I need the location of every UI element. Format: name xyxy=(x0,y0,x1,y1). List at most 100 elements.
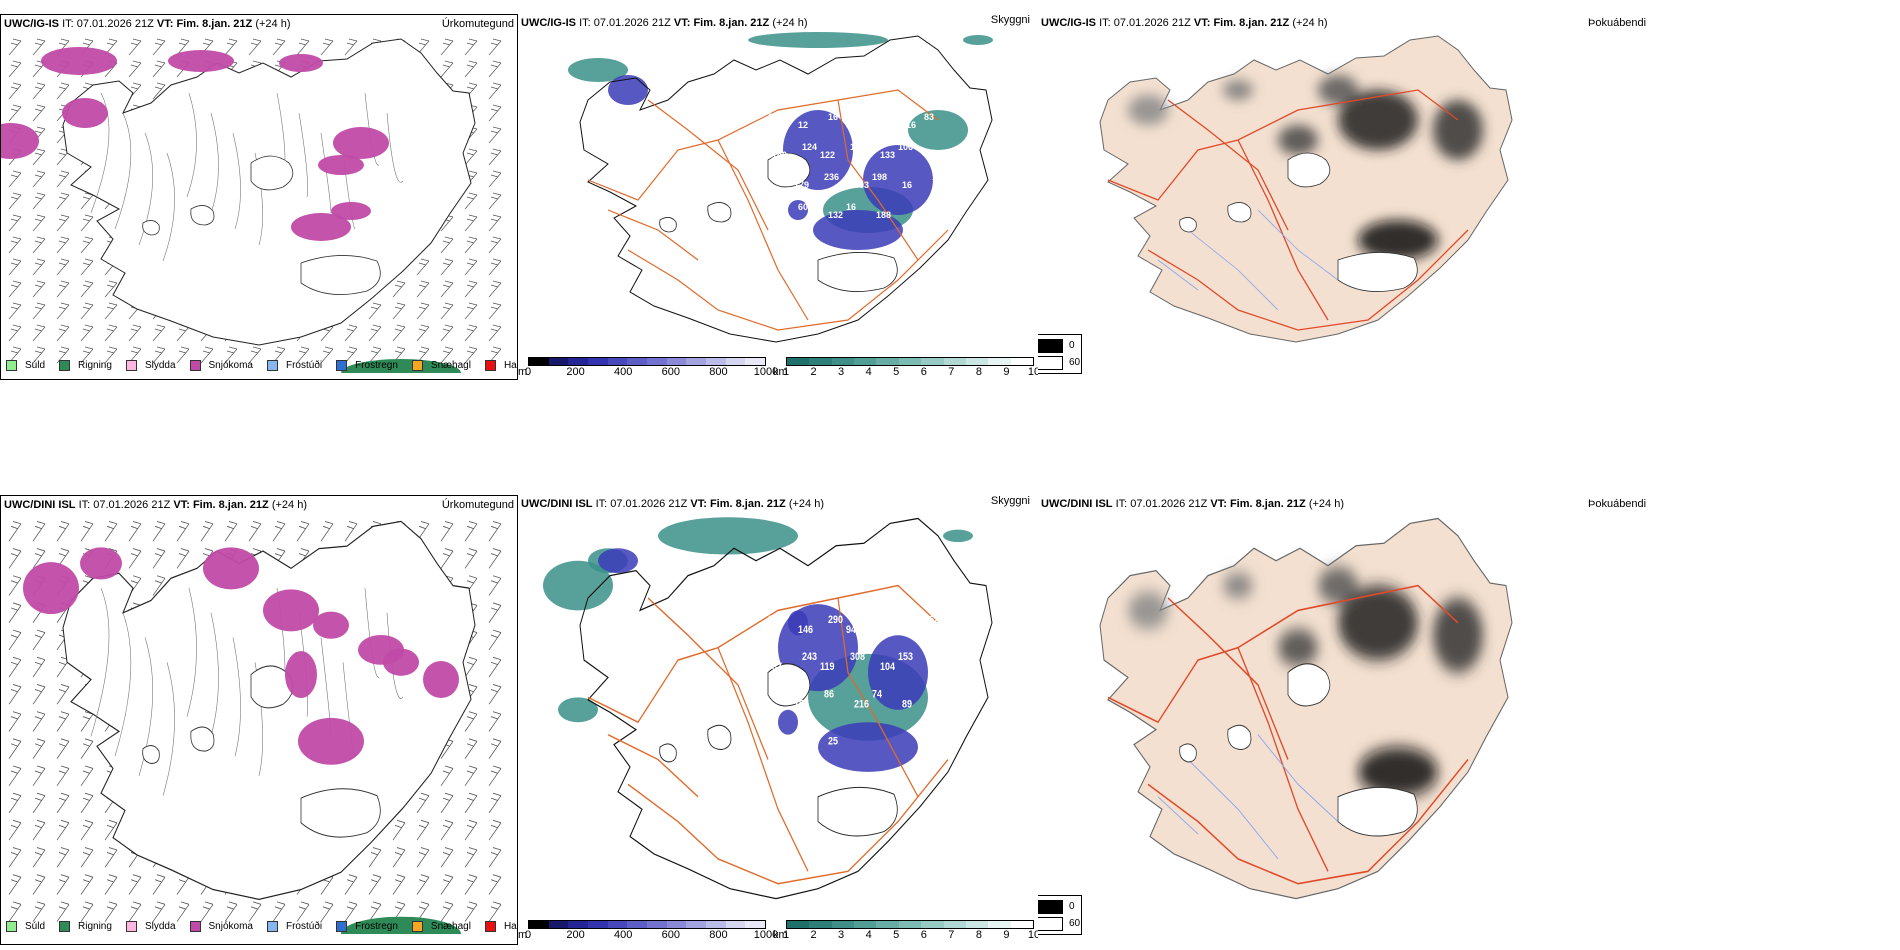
wind-barb xyxy=(104,847,118,868)
legend-swatch xyxy=(266,360,278,371)
wind-barb xyxy=(80,324,94,342)
visibility-unit: km xyxy=(773,366,788,378)
visibility-number: 12 xyxy=(768,210,778,220)
colorbar-segment xyxy=(854,921,877,928)
wind-barb xyxy=(80,874,94,895)
wind-barb xyxy=(176,548,190,569)
contour xyxy=(162,152,175,262)
colorbar-segment xyxy=(921,921,944,928)
precip-legend: Súld Rigning Slydda Snjókoma Frostúði Frostre… xyxy=(6,921,517,932)
cloud-base-area xyxy=(868,635,928,710)
colorbar-segment xyxy=(706,921,726,928)
fog-map xyxy=(1038,511,1558,921)
snow-area xyxy=(331,202,371,220)
wind-barb xyxy=(368,346,382,364)
wind-barb xyxy=(488,901,502,922)
rain-area xyxy=(341,916,461,934)
precip-legend: Súld Rigning Slydda Snjókoma Frostúði Frostre… xyxy=(6,360,517,371)
contour xyxy=(114,112,132,230)
wind-barb xyxy=(8,548,22,569)
visibility-number: 243 xyxy=(802,651,817,663)
cloud-base-area xyxy=(598,548,638,574)
legend-swatch xyxy=(125,360,137,371)
colorbar-tick: 9 xyxy=(1003,929,1010,941)
legend-swatch xyxy=(336,921,348,932)
contour xyxy=(138,132,153,246)
wind-barb xyxy=(32,792,46,814)
colorbar-segment xyxy=(854,358,877,365)
wind-barb xyxy=(272,38,286,56)
wind-barb xyxy=(80,214,94,232)
legend-item: Rigning xyxy=(59,360,112,371)
colorbar-tick: 1 xyxy=(782,366,790,378)
wind-barb xyxy=(56,346,70,364)
fog-key-swatch-1 xyxy=(1038,917,1063,931)
glacier-outline xyxy=(1287,663,1331,707)
wind-barb xyxy=(464,520,478,542)
wind-barb xyxy=(224,346,238,364)
cloud-base-area xyxy=(813,210,903,250)
wind-barb xyxy=(248,346,262,364)
wind-barb xyxy=(80,258,94,276)
colorbar-segment xyxy=(831,921,855,928)
wind-barb xyxy=(8,60,22,78)
legend-swatch xyxy=(59,921,71,932)
visibility-number: 236 xyxy=(824,172,839,182)
river xyxy=(1257,734,1339,823)
visibility-area xyxy=(658,517,798,555)
river xyxy=(1257,209,1339,281)
colorbar-segment xyxy=(588,358,608,365)
river xyxy=(1187,229,1279,311)
wind-barb xyxy=(32,765,46,787)
colorbar-tick: 800 xyxy=(709,929,728,941)
legend-item: Slydda xyxy=(125,360,176,371)
contour xyxy=(90,587,110,737)
fog-area xyxy=(1338,585,1418,661)
cloud-base-ticks: 0 200 400 600 800 1000 xyxy=(525,929,778,943)
colorbar-segment xyxy=(965,921,989,928)
wind-barb xyxy=(104,346,118,364)
wind-barb xyxy=(56,738,70,759)
visibility-number: 10 xyxy=(850,142,860,152)
glacier-outline xyxy=(1179,217,1197,233)
fog-panel-top: UWC/IG-IS IT: 07.01.2026 21Z VT: Fim. 8.… xyxy=(1038,14,1900,380)
visibility-number: 100 xyxy=(876,112,891,122)
wind-barb xyxy=(320,346,334,364)
legend-item: Snjókoma xyxy=(189,921,253,932)
fog-key-swatch-0 xyxy=(1038,339,1063,353)
colorbar-tick: 10 xyxy=(1027,366,1038,378)
visibility-number: 74 xyxy=(872,689,882,701)
wind-barb xyxy=(104,302,118,320)
wind-barb xyxy=(416,847,430,868)
colorbar-segment xyxy=(831,358,855,365)
wind-barb xyxy=(440,302,454,320)
fog-area xyxy=(1278,125,1318,155)
wind-barb xyxy=(8,170,22,188)
wind-barb xyxy=(248,901,262,922)
visibility-number: 146 xyxy=(798,624,813,636)
wind-barb xyxy=(32,711,46,732)
fog-area xyxy=(1223,80,1253,100)
wind-barb xyxy=(320,520,334,542)
visibility-number: 86 xyxy=(824,689,834,701)
wind-barb xyxy=(440,258,454,276)
colorbar-segment xyxy=(706,358,726,365)
legend-label: Snæhagl xyxy=(430,360,471,371)
wind-barb xyxy=(392,874,406,895)
wind-barb xyxy=(440,548,454,569)
wind-barb xyxy=(488,629,502,651)
legend-label: Slydda xyxy=(144,360,176,371)
wind-barb xyxy=(8,324,22,342)
snow-area xyxy=(313,611,349,639)
legend-label: Rigning xyxy=(78,360,112,371)
colorbar-tick: 200 xyxy=(566,366,585,378)
visibility-number: 106 xyxy=(898,142,913,152)
wind-barb xyxy=(440,819,454,841)
precip-panel-top: UWC/IG-IS IT: 07.01.2026 21Z VT: Fim. 8.… xyxy=(0,14,518,380)
wind-barb xyxy=(80,346,94,364)
wind-barb xyxy=(128,520,142,542)
legend-item: Súld xyxy=(6,360,45,371)
glacier-outline xyxy=(659,217,677,233)
wind-barb xyxy=(56,302,70,320)
